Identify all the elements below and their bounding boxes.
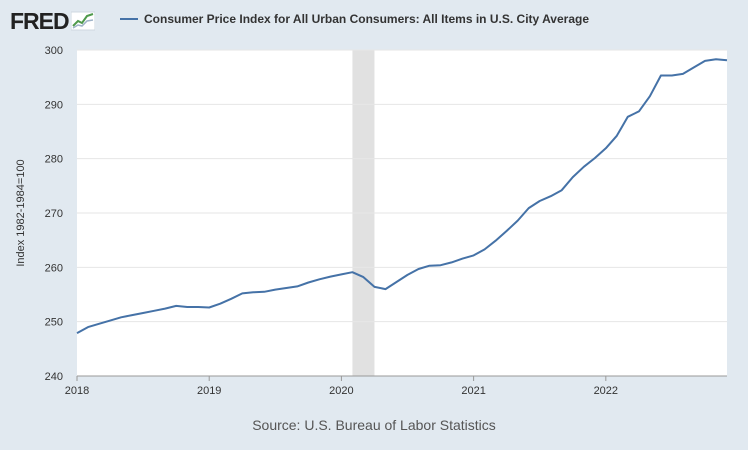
data-point xyxy=(252,291,254,293)
data-point xyxy=(285,287,287,289)
data-point xyxy=(219,303,221,305)
y-tick-label: 290 xyxy=(45,99,63,111)
data-point xyxy=(142,312,144,314)
x-tick-label: 2018 xyxy=(65,385,89,397)
x-tick-label: 2021 xyxy=(461,385,485,397)
sparkline-icon xyxy=(70,11,95,31)
data-point xyxy=(583,166,585,168)
x-tick-label: 2019 xyxy=(197,385,221,397)
y-tick-label: 260 xyxy=(45,262,63,274)
data-point xyxy=(307,281,309,283)
legend-swatch xyxy=(120,18,138,20)
data-point xyxy=(682,73,684,75)
data-point xyxy=(594,157,596,159)
data-point xyxy=(528,207,530,209)
data-point xyxy=(318,278,320,280)
data-point xyxy=(340,273,342,275)
data-point xyxy=(715,58,717,60)
data-point xyxy=(638,110,640,112)
series-line xyxy=(76,58,728,334)
chart-legend: Consumer Price Index for All Urban Consu… xyxy=(120,12,589,26)
data-point xyxy=(506,230,508,232)
data-point xyxy=(483,248,485,250)
data-point xyxy=(561,189,563,191)
data-point xyxy=(241,292,243,294)
data-point xyxy=(230,298,232,300)
data-point xyxy=(395,281,397,283)
data-point xyxy=(87,326,89,328)
data-point xyxy=(539,200,541,202)
x-tick-label: 2022 xyxy=(594,385,618,397)
data-point xyxy=(274,288,276,290)
data-point xyxy=(329,275,331,277)
y-tick-label: 280 xyxy=(45,154,63,166)
y-tick-label: 250 xyxy=(45,317,63,329)
data-point xyxy=(439,264,441,266)
data-point xyxy=(704,60,706,62)
fred-logo[interactable]: FRED xyxy=(10,8,95,34)
data-point xyxy=(76,332,78,334)
data-point xyxy=(627,116,629,118)
data-point xyxy=(461,257,463,259)
data-point xyxy=(649,95,651,97)
data-point xyxy=(373,286,375,288)
data-point xyxy=(153,310,155,312)
y-tick-label: 270 xyxy=(45,208,63,220)
data-point xyxy=(164,307,166,309)
chart-header: FRED Consumer Price Index for All Urban … xyxy=(0,0,748,40)
data-point xyxy=(494,240,496,242)
data-point xyxy=(296,285,298,287)
data-point xyxy=(726,59,728,61)
data-point xyxy=(693,66,695,68)
x-tick-label: 2020 xyxy=(329,385,353,397)
data-point xyxy=(263,291,265,293)
data-point xyxy=(605,147,607,149)
data-point xyxy=(384,288,386,290)
data-point xyxy=(550,195,552,197)
data-point xyxy=(671,74,673,76)
data-point xyxy=(472,254,474,256)
data-point xyxy=(131,314,133,316)
data-point xyxy=(175,305,177,307)
data-point xyxy=(660,74,662,76)
data-point xyxy=(450,261,452,263)
fred-logo-text: FRED xyxy=(10,7,70,34)
data-point xyxy=(417,268,419,270)
data-point xyxy=(351,271,353,273)
data-point xyxy=(517,219,519,221)
data-point xyxy=(98,323,100,325)
data-point xyxy=(186,306,188,308)
data-point xyxy=(197,306,199,308)
data-point xyxy=(120,316,122,318)
y-axis-title: Index 1982-1984=100 xyxy=(15,159,27,266)
source-note: Source: U.S. Bureau of Labor Statistics xyxy=(252,417,496,433)
data-point xyxy=(572,176,574,178)
data-point xyxy=(109,319,111,321)
y-tick-label: 240 xyxy=(45,371,63,383)
data-point xyxy=(208,306,210,308)
y-tick-label: 300 xyxy=(45,45,63,57)
legend-label: Consumer Price Index for All Urban Consu… xyxy=(144,12,589,26)
data-point xyxy=(428,265,430,267)
data-point xyxy=(406,274,408,276)
data-point xyxy=(362,276,364,278)
data-point xyxy=(616,135,618,137)
